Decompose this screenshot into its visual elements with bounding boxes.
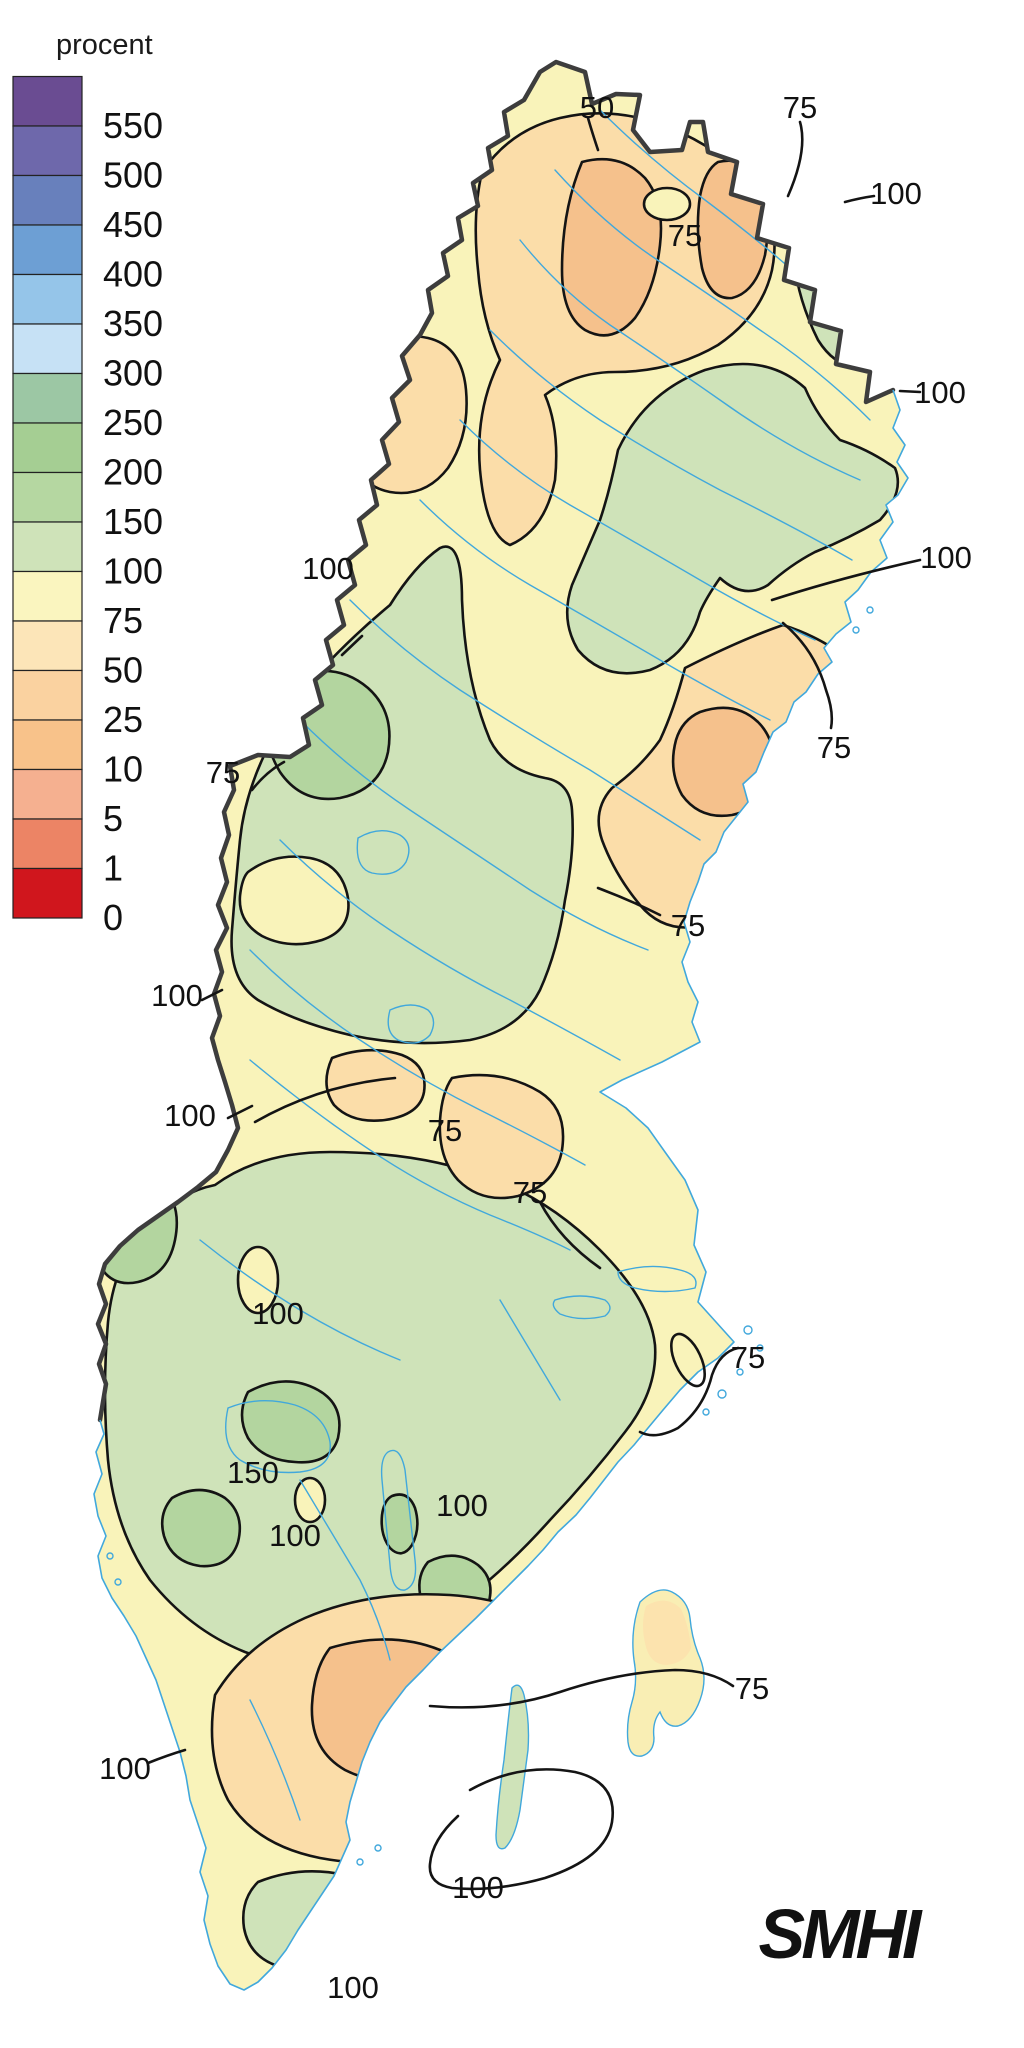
region-skane-green <box>242 1870 392 1972</box>
legend-swatch <box>12 75 83 127</box>
contour-lines <box>146 116 922 1891</box>
legend-value: 5 <box>103 798 123 839</box>
legend-value: 25 <box>103 699 143 740</box>
legend-swatch <box>12 323 83 375</box>
legend-swatch <box>12 818 83 870</box>
legend-swatch <box>12 174 83 226</box>
contour-label: 100 <box>164 1098 216 1133</box>
enclave-westcoast-oval <box>236 1245 280 1315</box>
contour-label: 75 <box>668 218 702 253</box>
legend-swatch <box>12 521 83 573</box>
region-core-coastal <box>671 706 775 818</box>
contour-label: 75 <box>513 1175 547 1210</box>
region-core-smaland-2 <box>378 1794 456 1860</box>
legend-swatch <box>12 372 83 424</box>
legend-swatch <box>12 719 83 771</box>
contour-label: 75 <box>428 1113 462 1148</box>
lake-vattern <box>380 1449 417 1591</box>
national-border <box>95 59 896 1423</box>
contour-label: 100 <box>99 1751 151 1786</box>
contour-label: 100 <box>870 176 922 211</box>
coastline <box>93 389 909 1991</box>
legend-value: 450 <box>103 204 163 245</box>
lake-vanern <box>225 1399 331 1474</box>
region-gavle-west-orange <box>325 1048 426 1122</box>
lake-hjalmaren <box>552 1295 611 1320</box>
contour-label: 100 <box>327 1970 379 2005</box>
region-core-small-1 <box>380 1493 419 1555</box>
contour-label: 75 <box>731 1340 765 1375</box>
legend-value: 10 <box>103 749 143 790</box>
region-core-vastergotland <box>160 1488 242 1568</box>
legend-swatch <box>12 125 83 177</box>
legend-value: 500 <box>103 155 163 196</box>
legend-value: 150 <box>103 501 163 542</box>
enclave-north-oval <box>642 186 692 222</box>
contour-label: 75 <box>817 730 851 765</box>
lake-malaren <box>617 1265 697 1293</box>
legend-value: 50 <box>103 650 143 691</box>
legend-swatch <box>12 224 83 276</box>
legend-value: 1 <box>103 848 123 889</box>
legend-swatch <box>12 867 83 919</box>
enclave-inland-oval <box>293 1476 327 1524</box>
legend-value: 300 <box>103 353 163 394</box>
contour-label: 100 <box>252 1296 304 1331</box>
legend-value: 250 <box>103 402 163 443</box>
legend: procent 550 500 450 400 350 <box>12 29 163 938</box>
contour-label: 100 <box>914 375 966 410</box>
lake-storsjon <box>356 830 410 875</box>
legend-value: 0 <box>103 897 123 938</box>
legend-value: 100 <box>103 551 163 592</box>
region-south-green <box>103 1150 657 1665</box>
legend-swatch <box>12 471 83 523</box>
region-core-smaland <box>310 1638 480 1783</box>
contour-label: 50 <box>580 90 614 125</box>
rivers <box>199 109 886 1821</box>
contour-label: 75 <box>735 1671 769 1706</box>
region-mountain-orange <box>343 334 468 495</box>
island-gotland-orange <box>643 1600 691 1665</box>
island-oland <box>495 1684 530 1850</box>
legend-value: 75 <box>103 600 143 641</box>
legend-swatch <box>12 620 83 672</box>
contour-label: 100 <box>269 1518 321 1553</box>
archipelago-islets <box>106 606 874 1866</box>
contour-label: 100 <box>302 551 354 586</box>
contour-label: 75 <box>671 908 705 943</box>
legend-value: 200 <box>103 452 163 493</box>
contour-label: 100 <box>920 540 972 575</box>
region-core-jamtland <box>265 669 391 801</box>
legend-value: 550 <box>103 105 163 146</box>
smhi-logo: SMHI <box>759 1895 924 1973</box>
legend-swatch <box>12 273 83 325</box>
legend-swatch <box>12 422 83 474</box>
contour-labels: 50 75 100 75 100 100 100 75 75 75 100 10… <box>99 90 972 2005</box>
legend-title: procent <box>56 29 153 61</box>
contour-label: 100 <box>151 978 203 1013</box>
legend-value: 350 <box>103 303 163 344</box>
legend-swatch <box>12 570 83 622</box>
region-core-150 <box>240 1380 341 1464</box>
contour-label: 75 <box>783 90 817 125</box>
contour-label: 100 <box>452 1870 504 1905</box>
legend-swatch <box>12 768 83 820</box>
contour-label: 75 <box>206 755 240 790</box>
contour-label: 100 <box>436 1488 488 1523</box>
legend-swatch <box>12 669 83 721</box>
islands <box>106 606 874 1866</box>
lake-siljan <box>387 1004 435 1044</box>
legend-value: 400 <box>103 254 163 295</box>
enclave-border-yellow <box>238 855 350 946</box>
contour-label: 150 <box>227 1455 279 1490</box>
legend-values: 550 500 450 400 350 300 250 200 150 100 … <box>103 105 163 938</box>
